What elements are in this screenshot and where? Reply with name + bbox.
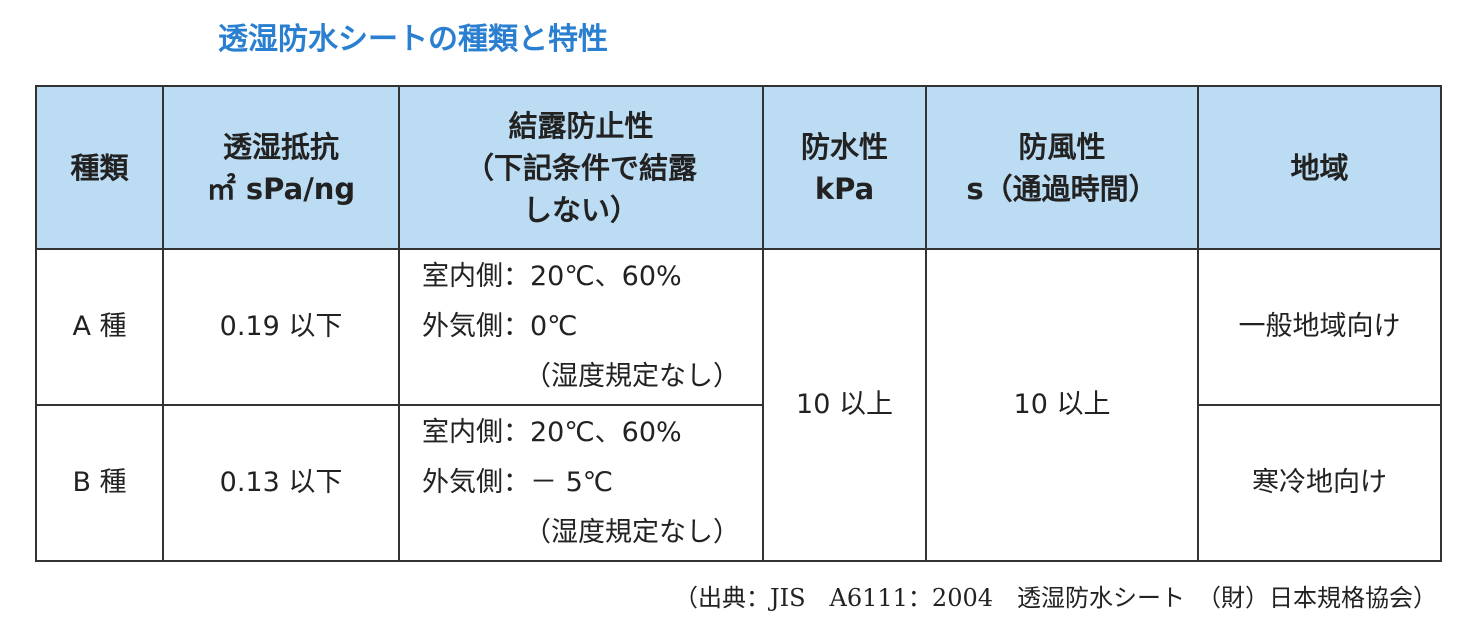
condition: 室内側：20℃、60% 外気側：0℃ （湿度規定なし） [398,248,764,406]
type: B 種 [35,404,164,562]
header-line: 種類 [70,150,129,185]
waterproof: 10 以上 [762,248,927,562]
region: 寒冷地向け [1197,404,1442,562]
line: （湿度規定なし） [524,517,740,548]
header-line: kPa [814,171,875,206]
line: 外気側：0℃ [422,311,578,342]
title: 透湿防水シートの種類と特性 [218,22,608,57]
resistance: 0.13 以下 [162,404,400,562]
source: （出典：JIS A6111：2004 透湿防水シート （財）日本規格協会） [673,584,1437,612]
header-line: 透湿抵抗 [222,129,339,164]
row: A 種 0.19 以下 室内側：20℃、60% 外気側：0℃ （湿度規定なし） … [35,248,1442,562]
header-line: 防風性 [1018,129,1106,164]
line: （湿度規定なし） [524,361,740,392]
region: 一般地域向け [1197,248,1442,406]
line: 室内側：20℃、60% [422,261,682,292]
condition: 室内側：20℃、60% 外気側：－ 5℃ （湿度規定なし） [398,404,764,562]
resistance: 0.19 以下 [162,248,400,406]
header-line: ㎡ sPa/ng [206,171,356,206]
header-cell: 防風性 s（通過時間） [925,85,1199,250]
row: B 種 0.13 以下 室内側：20℃、60% 外気側：－ 5℃ （湿度規定なし… [35,404,1442,562]
header-line: しない） [522,192,639,227]
line: 室内側：20℃、60% [422,417,682,448]
type: A 種 [35,248,164,406]
header-cell: 防水性 kPa [762,85,927,250]
header-line: 防水性 [800,129,888,164]
windproof: 10 以上 [925,248,1199,562]
header-line: 地域 [1290,150,1349,185]
header-cell: 地域 [1197,85,1442,250]
header-line: （下記条件で結露 [464,150,697,185]
line: 外気側：－ 5℃ [422,467,614,498]
header-line: s（通過時間） [966,171,1158,206]
header-line: 結露防止性 [508,108,654,143]
header-cell: 結露防止性 （下記条件で結露 しない） [398,85,764,250]
header-cell: 種類 [35,85,164,250]
